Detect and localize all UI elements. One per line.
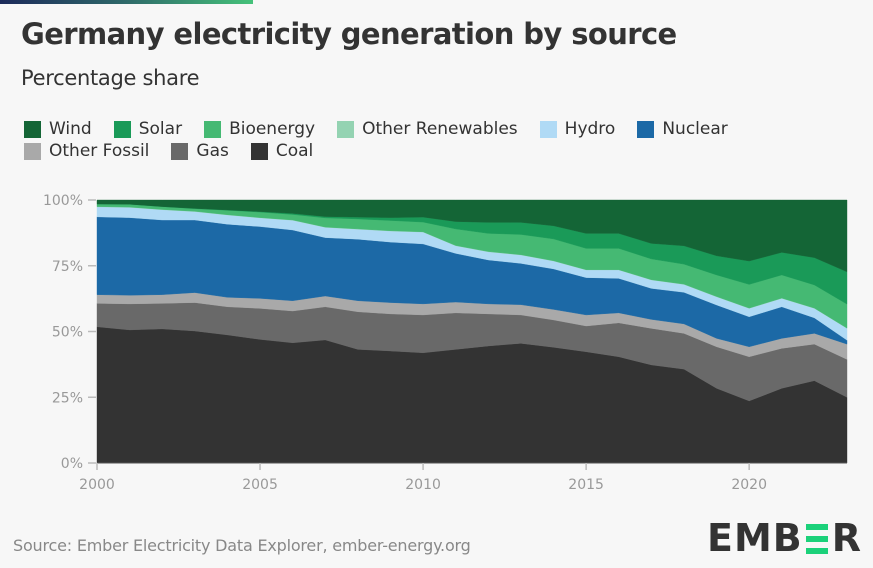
y-tick-label: 25% [52, 390, 83, 406]
legend-label: Gas [196, 141, 229, 161]
ember-logo: EMB R [707, 516, 863, 560]
x-axis: 2000 2005 2010 2015 2020 [79, 462, 847, 493]
x-tick-label: 2010 [405, 477, 441, 493]
legend-item-gas[interactable]: Gas [171, 141, 229, 161]
legend-label: Other Renewables [362, 119, 518, 139]
y-tick-label: 75% [52, 259, 83, 275]
area-wind [96, 199, 848, 273]
legend-swatch [337, 120, 355, 138]
legend-item-other-fossil[interactable]: Other Fossil [24, 141, 149, 161]
logo-e-icon [805, 523, 828, 554]
legend-swatch [250, 142, 268, 160]
legend-item-nuclear[interactable]: Nuclear [637, 119, 728, 139]
legend-swatch [171, 142, 189, 160]
legend-row: Other Fossil Gas Coal [24, 140, 864, 162]
area-layers [96, 199, 848, 464]
legend-swatch [24, 120, 41, 138]
legend-label: Bioenergy [229, 119, 316, 139]
logo-text-right: R [831, 516, 863, 560]
x-tick-label: 2015 [568, 477, 604, 493]
legend-item-solar[interactable]: Solar [113, 119, 183, 139]
legend-label: Coal [275, 141, 314, 161]
legend-swatch [539, 120, 557, 138]
chart-title: Germany electricity generation by source [21, 17, 677, 51]
y-tick-label: 50% [52, 325, 83, 341]
legend-item-other-renewables[interactable]: Other Renewables [337, 119, 518, 139]
legend-item-wind[interactable]: Wind [24, 119, 92, 139]
legend-swatch [637, 120, 655, 138]
chart-subtitle: Percentage share [21, 66, 200, 90]
legend-label: Wind [49, 119, 92, 139]
legend-swatch [24, 142, 41, 160]
legend-label: Nuclear [662, 119, 728, 139]
legend: Wind Solar Bioenergy Other Renewables Hydro N… [24, 118, 864, 162]
y-tick-label: 100% [43, 193, 83, 209]
legend-item-hydro[interactable]: Hydro [539, 119, 616, 139]
legend-row: Wind Solar Bioenergy Other Renewables Hydro N… [24, 118, 864, 140]
logo-text-left: EMB [707, 516, 803, 560]
legend-item-coal[interactable]: Coal [250, 141, 314, 161]
x-tick-label: 2020 [731, 477, 767, 493]
x-tick-label: 2005 [242, 477, 278, 493]
legend-item-bioenergy[interactable]: Bioenergy [204, 119, 315, 139]
y-tick-label: 0% [61, 456, 83, 472]
legend-label: Hydro [564, 119, 616, 139]
source-note: Source: Ember Electricity Data Explorer,… [13, 536, 471, 555]
legend-label: Other Fossil [49, 141, 150, 161]
legend-swatch [204, 120, 222, 138]
brand-gradient-bar [0, 0, 253, 4]
legend-label: Solar [138, 119, 183, 139]
y-axis: 0% 25% 50% 75% 100% [43, 193, 96, 472]
x-tick-label: 2000 [79, 477, 115, 493]
legend-swatch [113, 120, 131, 138]
